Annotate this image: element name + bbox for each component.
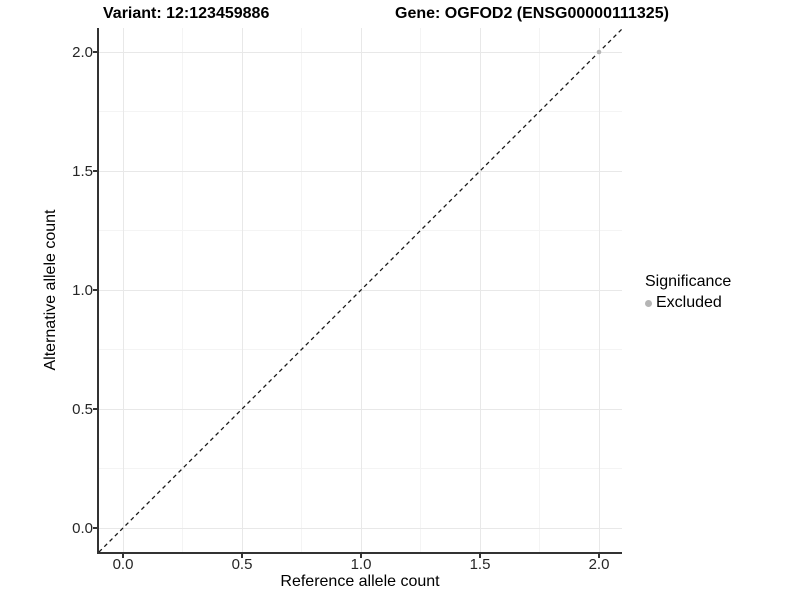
x-tick-label: 0.5 — [231, 556, 253, 573]
x-tick-mark — [241, 554, 243, 558]
plot-title-gene: Gene: OGFOD2 (ENSG00000111325) — [395, 5, 669, 22]
gridline-major-h — [99, 527, 622, 529]
x-tick-mark — [122, 554, 124, 558]
legend-item-excluded: Excluded — [645, 294, 731, 312]
y-tick-label: 1.5 — [72, 162, 93, 180]
legend: Significance Excluded — [645, 273, 731, 312]
x-tick-mark — [479, 554, 481, 558]
x-tick-label: 2.0 — [588, 556, 610, 573]
plot-panel — [97, 27, 624, 554]
x-tick-label: 1.0 — [350, 556, 372, 573]
y-tick-label: 2.0 — [72, 43, 93, 61]
gridline-major-h — [99, 170, 622, 172]
legend-point-icon — [645, 299, 652, 307]
legend-title: Significance — [645, 273, 732, 290]
y-tick-mark — [93, 289, 97, 291]
y-axis-title: Alternative allele count — [42, 209, 59, 371]
x-tick-mark — [360, 554, 362, 558]
y-tick-mark — [93, 527, 97, 529]
y-tick-mark — [93, 408, 97, 410]
plot-title-variant: Variant: 12:123459886 — [103, 5, 270, 22]
y-tick-label: 0.5 — [72, 400, 93, 418]
x-tick-label: 0.0 — [112, 556, 134, 573]
gridline-major-h — [99, 51, 622, 53]
x-tick-mark — [598, 554, 600, 558]
data-point-excluded — [596, 49, 602, 55]
x-axis-title: Reference allele count — [280, 573, 440, 590]
legend-item-label: Excluded — [656, 294, 722, 311]
geometry-layer — [98, 27, 624, 553]
identity-dashed-line — [98, 27, 624, 553]
gridline-major-h — [99, 408, 622, 410]
y-tick-mark — [93, 170, 97, 172]
y-tick-label: 1.0 — [72, 281, 93, 299]
x-tick-label: 1.5 — [469, 556, 491, 573]
y-tick-label: 0.0 — [72, 519, 93, 537]
y-tick-mark — [93, 51, 97, 53]
